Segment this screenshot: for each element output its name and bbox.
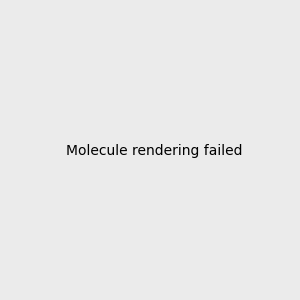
Text: Molecule rendering failed: Molecule rendering failed — [65, 145, 242, 158]
